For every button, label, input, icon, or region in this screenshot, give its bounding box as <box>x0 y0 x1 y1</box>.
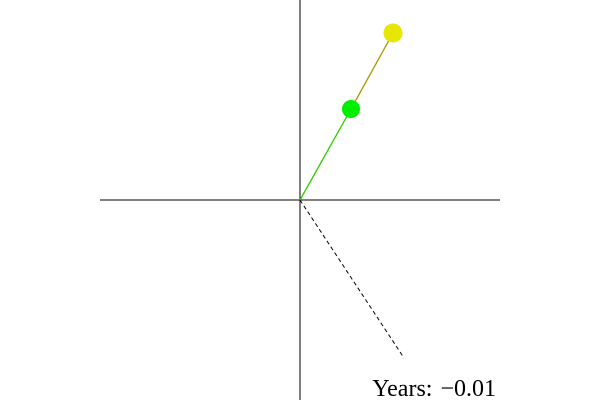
years-value: −0.01 <box>440 376 496 400</box>
inner-arm-line <box>299 108 352 201</box>
outer-arm-line <box>350 32 394 110</box>
reference-dashed-line <box>299 199 405 359</box>
inner-body-marker <box>342 100 360 118</box>
years-label: Years: <box>372 376 432 400</box>
outer-body-marker <box>383 23 403 43</box>
years-readout: Years: −0.01 <box>372 376 496 400</box>
